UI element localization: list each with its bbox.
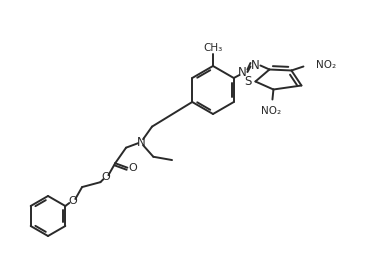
Text: N: N: [137, 136, 145, 149]
Text: O: O: [101, 172, 110, 182]
Text: NO₂: NO₂: [316, 60, 337, 69]
Text: S: S: [245, 75, 252, 88]
Text: N: N: [238, 67, 247, 79]
Text: CH₃: CH₃: [203, 43, 223, 53]
Text: NO₂: NO₂: [261, 106, 282, 116]
Text: N: N: [251, 59, 260, 72]
Text: O: O: [68, 196, 77, 206]
Text: O: O: [128, 163, 137, 173]
